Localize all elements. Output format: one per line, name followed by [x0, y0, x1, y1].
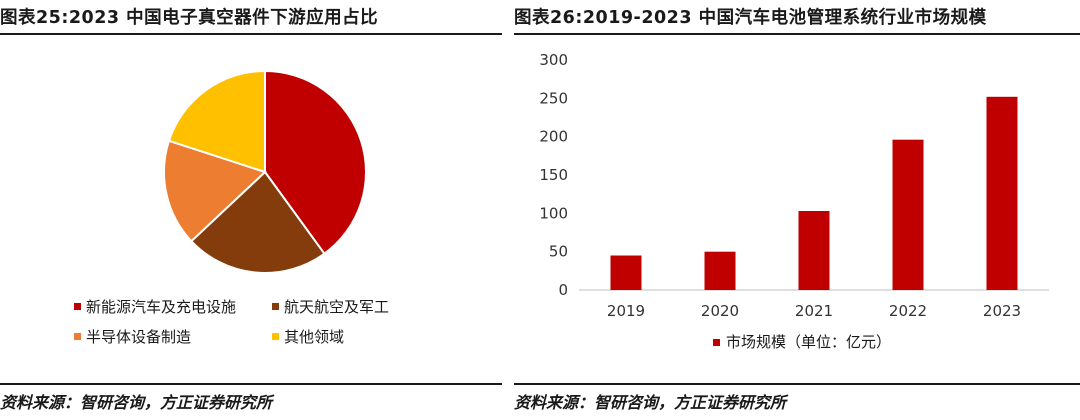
x-tick-label: 2020: [701, 302, 739, 320]
bar-chart: 0 50 100 150 200 250 300 2019 2020 2021 2022 2023 市场…: [539, 51, 1049, 351]
y-tick-label: 300: [539, 51, 568, 69]
bar-2021: [798, 211, 830, 290]
pie-slice-aerospace: [189, 170, 326, 274]
x-tick-label: 2022: [889, 302, 927, 320]
legend-label-semiconductor: 半导体设备制造: [86, 328, 191, 346]
y-tick-label: 250: [539, 89, 568, 107]
legend-marker-other: [272, 333, 279, 340]
x-tick-label: 2019: [607, 302, 645, 320]
bar-chart-panel: 图表26:2019-2023 中国汽车电池管理系统行业市场规模 0 50 100 15…: [514, 0, 1080, 420]
bar-source-rule: [514, 383, 1080, 385]
bar-2022: [892, 139, 924, 290]
bar-legend-marker: [713, 339, 720, 346]
pie-chart-title: 图表25:2023 中国电子真空器件下游应用占比: [0, 8, 379, 28]
bar-legend-label: 市场规模（单位：亿元）: [726, 333, 891, 351]
pie-title-rule: [0, 33, 502, 35]
x-tick-label: 2021: [795, 302, 833, 320]
pie-slice-new_energy: [264, 69, 367, 256]
legend-label-new_energy: 新能源汽车及充电设施: [86, 298, 236, 316]
bar-2020: [704, 251, 736, 290]
pie-source-rule: [0, 383, 502, 385]
y-tick-label: 150: [539, 166, 568, 184]
bar-source-note: 资料来源：智研咨询，方正证券研究所: [514, 393, 787, 412]
legend-marker-semiconductor: [74, 333, 81, 340]
x-tick-label: 2023: [983, 302, 1021, 320]
pie-source-note: 资料来源：智研咨询，方正证券研究所: [0, 393, 273, 412]
y-tick-label: 100: [539, 204, 568, 222]
bar-title-rule: [514, 33, 1080, 35]
legend-marker-new_energy: [74, 303, 81, 310]
pie-chart-panel: 图表25:2023 中国电子真空器件下游应用占比 新能源汽车及充电设施 航天航空及…: [0, 0, 502, 420]
y-tick-label: 50: [549, 243, 568, 261]
pie-slice-semiconductor: [163, 139, 267, 243]
bar-2019: [610, 255, 642, 290]
y-tick-label: 200: [539, 128, 568, 146]
y-tick-label: 0: [558, 281, 568, 299]
legend-marker-aerospace: [272, 303, 279, 310]
bar-2023: [986, 96, 1018, 290]
legend-label-other: 其他领域: [284, 328, 344, 346]
bar-chart-title: 图表26:2019-2023 中国汽车电池管理系统行业市场规模: [514, 8, 987, 28]
pie-slice-other: [167, 69, 266, 174]
legend-label-aerospace: 航天航空及军工: [284, 298, 389, 316]
